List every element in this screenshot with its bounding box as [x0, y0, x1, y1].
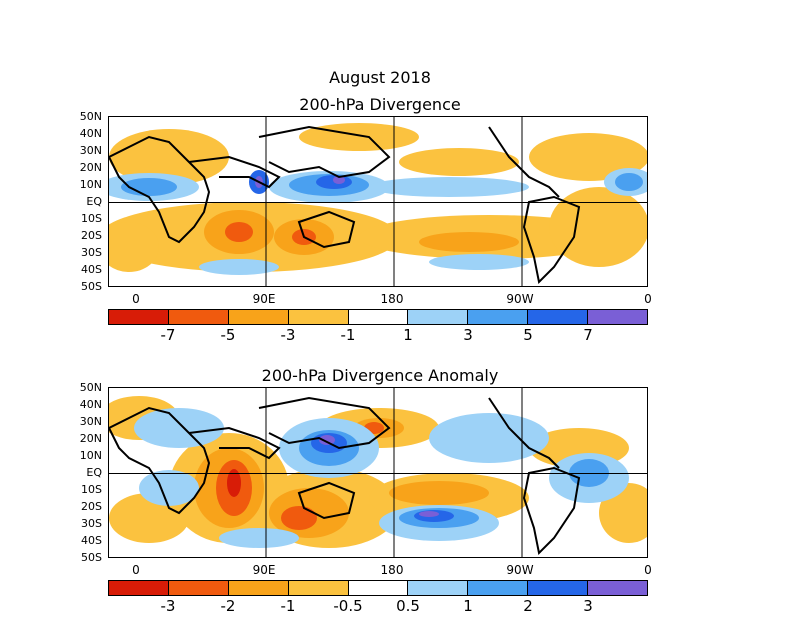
- colorbar-swatch: [288, 310, 349, 324]
- colorbar-label: 1: [463, 597, 473, 615]
- colorbar-label: -7: [160, 326, 176, 344]
- colorbar-swatch: [408, 310, 469, 324]
- colorbar-label: -5: [220, 326, 236, 344]
- lon-label: 0: [132, 563, 140, 577]
- map-gridlines: [109, 117, 647, 286]
- lat-label: 40S: [81, 534, 102, 547]
- colorbar-swatch: [109, 310, 169, 324]
- colorbar-swatch: [288, 581, 349, 595]
- colorbar-swatch: [468, 581, 529, 595]
- panel-1-title: 200-hPa Divergence: [299, 95, 461, 114]
- lat-label: 40S: [81, 263, 102, 276]
- lat-label: 50N: [79, 110, 102, 123]
- lon-label: 0: [644, 292, 652, 306]
- lat-label: 20S: [81, 500, 102, 513]
- lat-label: 20N: [79, 432, 102, 445]
- page-title: August 2018: [329, 68, 431, 87]
- lat-label: EQ: [86, 195, 102, 208]
- lat-label: 20S: [81, 229, 102, 242]
- lat-label: 10N: [79, 178, 102, 191]
- colorbar-label: -3: [280, 326, 296, 344]
- colorbar-swatch: [528, 310, 589, 324]
- colorbar-swatch: [408, 581, 469, 595]
- colorbar-label: -1: [280, 597, 296, 615]
- lon-label: 90W: [506, 563, 534, 577]
- divergence-anomaly-map: [108, 387, 648, 558]
- colorbar-swatch: [168, 581, 229, 595]
- lat-label: 10S: [81, 483, 102, 496]
- lat-label: 30S: [81, 517, 102, 530]
- lat-label: 10S: [81, 212, 102, 225]
- colorbar-swatch: [588, 581, 648, 595]
- colorbar-label: 0.5: [396, 597, 420, 615]
- lat-label: 30S: [81, 246, 102, 259]
- colorbar-swatch: [588, 310, 648, 324]
- lat-label: EQ: [86, 466, 102, 479]
- colorbar-swatch: [348, 581, 409, 595]
- lon-label: 180: [380, 292, 404, 306]
- lon-label: 90E: [252, 563, 276, 577]
- coastlines: [109, 125, 581, 285]
- colorbar-label: 2: [523, 597, 533, 615]
- lat-label: 20N: [79, 161, 102, 174]
- lon-label: 0: [644, 563, 652, 577]
- colorbar-label: -3: [160, 597, 176, 615]
- colorbar-label: -1: [340, 326, 356, 344]
- lat-label: 40N: [79, 398, 102, 411]
- colorbar-label: 1: [403, 326, 413, 344]
- colorbar-swatch: [348, 310, 409, 324]
- colorbar-label: 7: [583, 326, 593, 344]
- panel-2-title: 200-hPa Divergence Anomaly: [261, 366, 499, 385]
- lat-label: 30N: [79, 144, 102, 157]
- colorbar-label: -2: [220, 597, 236, 615]
- colorbar-swatch: [109, 581, 169, 595]
- lon-label: 90W: [506, 292, 534, 306]
- colorbar-swatch: [528, 581, 589, 595]
- lat-label: 30N: [79, 415, 102, 428]
- lat-label: 50N: [79, 381, 102, 394]
- colorbar-label: 3: [463, 326, 473, 344]
- lon-label: 180: [380, 563, 404, 577]
- lon-label: 0: [132, 292, 140, 306]
- colorbar-swatch: [468, 310, 529, 324]
- colorbar-label: -0.5: [333, 597, 363, 615]
- colorbar-swatch: [228, 581, 289, 595]
- colorbar-label: 5: [523, 326, 533, 344]
- divergence-map: [108, 116, 648, 287]
- panel-2-colorbar: [108, 580, 648, 596]
- panel-1-colorbar: [108, 309, 648, 325]
- coastlines: [109, 396, 581, 556]
- lat-label: 10N: [79, 449, 102, 462]
- lat-label: 50S: [81, 280, 102, 293]
- colorbar-label: 3: [583, 597, 593, 615]
- map-gridlines: [109, 388, 647, 557]
- colorbar-swatch: [228, 310, 289, 324]
- colorbar-swatch: [168, 310, 229, 324]
- lat-label: 50S: [81, 551, 102, 564]
- lon-label: 90E: [252, 292, 276, 306]
- lat-label: 40N: [79, 127, 102, 140]
